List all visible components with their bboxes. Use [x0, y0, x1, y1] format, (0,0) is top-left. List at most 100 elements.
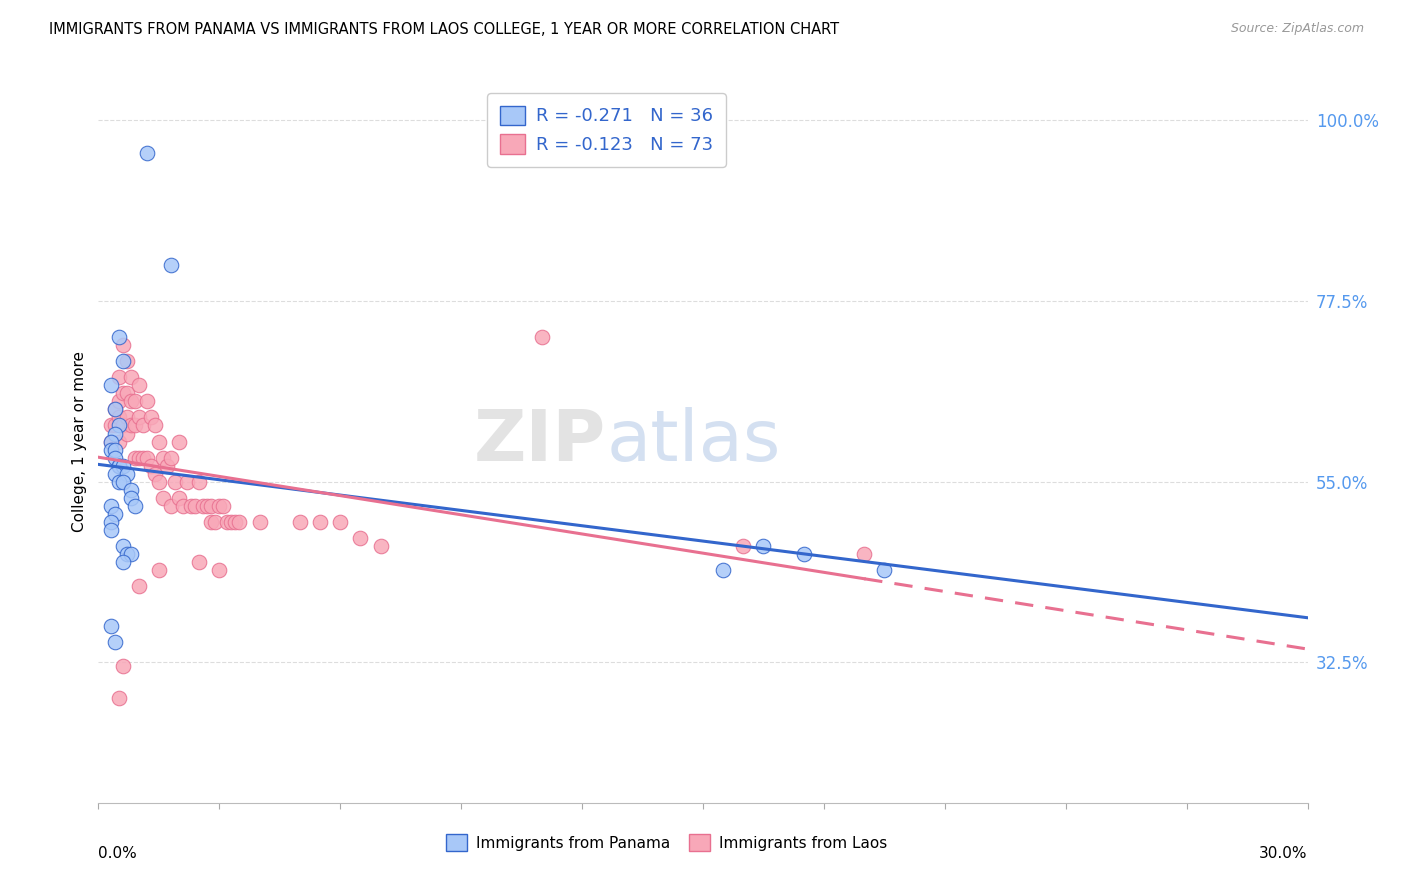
Point: [107, 370, 129, 384]
Point: [152, 450, 174, 465]
Point: [124, 418, 146, 433]
Point: [115, 410, 138, 425]
Point: [107, 691, 129, 706]
Text: Source: ZipAtlas.com: Source: ZipAtlas.com: [1230, 22, 1364, 36]
Text: 0.0%: 0.0%: [98, 847, 138, 861]
Point: [167, 434, 190, 449]
Point: [148, 434, 170, 449]
Point: [143, 467, 166, 481]
Point: [115, 386, 138, 401]
Point: [111, 418, 134, 433]
Point: [120, 418, 142, 433]
Point: [115, 354, 138, 368]
Point: [103, 402, 125, 417]
Point: [111, 338, 134, 352]
Point: [200, 515, 222, 529]
Point: [107, 434, 129, 449]
Point: [208, 499, 231, 513]
Point: [221, 515, 243, 529]
Point: [139, 410, 162, 425]
Point: [103, 467, 125, 481]
Point: [167, 491, 190, 505]
Point: [156, 458, 179, 473]
Point: [193, 499, 215, 513]
Point: [120, 394, 142, 409]
Point: [103, 507, 125, 521]
Point: [217, 515, 239, 529]
Point: [200, 499, 222, 513]
Point: [184, 499, 207, 513]
Point: [135, 145, 157, 160]
Point: [132, 450, 155, 465]
Point: [124, 394, 146, 409]
Point: [160, 450, 183, 465]
Point: [139, 458, 162, 473]
Point: [111, 354, 134, 368]
Point: [100, 434, 122, 449]
Point: [103, 635, 125, 649]
Point: [208, 563, 231, 577]
Point: [107, 418, 129, 433]
Point: [143, 418, 166, 433]
Point: [111, 458, 134, 473]
Point: [128, 410, 150, 425]
Point: [100, 418, 122, 433]
Point: [100, 434, 122, 449]
Point: [370, 539, 392, 553]
Point: [111, 475, 134, 489]
Point: [163, 475, 186, 489]
Point: [107, 410, 129, 425]
Point: [115, 547, 138, 561]
Point: [115, 467, 138, 481]
Point: [103, 442, 125, 457]
Point: [111, 539, 134, 553]
Point: [711, 563, 734, 577]
Point: [107, 475, 129, 489]
Point: [100, 442, 122, 457]
Point: [188, 475, 211, 489]
Point: [100, 515, 122, 529]
Point: [124, 450, 146, 465]
Point: [152, 491, 174, 505]
Point: [120, 547, 142, 561]
Point: [100, 619, 122, 633]
Point: [148, 475, 170, 489]
Point: [212, 499, 235, 513]
Point: [176, 475, 198, 489]
Point: [188, 555, 211, 569]
Point: [107, 458, 129, 473]
Point: [128, 450, 150, 465]
Point: [115, 426, 138, 441]
Point: [249, 515, 271, 529]
Point: [195, 499, 218, 513]
Point: [120, 370, 142, 384]
Point: [120, 491, 142, 505]
Point: [180, 499, 202, 513]
Point: [793, 547, 815, 561]
Point: [288, 515, 311, 529]
Point: [733, 539, 755, 553]
Point: [107, 330, 129, 344]
Point: [148, 563, 170, 577]
Point: [100, 499, 122, 513]
Point: [135, 394, 157, 409]
Point: [160, 499, 183, 513]
Point: [349, 531, 371, 545]
Text: 30.0%: 30.0%: [1260, 847, 1308, 861]
Point: [172, 499, 194, 513]
Point: [100, 378, 122, 392]
Point: [873, 563, 896, 577]
Point: [128, 579, 150, 593]
Text: ZIP: ZIP: [474, 407, 606, 476]
Point: [228, 515, 250, 529]
Point: [103, 426, 125, 441]
Point: [103, 418, 125, 433]
Point: [853, 547, 876, 561]
Point: [132, 418, 155, 433]
Point: [107, 458, 129, 473]
Legend: Immigrants from Panama, Immigrants from Laos: Immigrants from Panama, Immigrants from …: [437, 825, 897, 860]
Point: [204, 515, 226, 529]
Point: [128, 378, 150, 392]
Point: [107, 394, 129, 409]
Point: [111, 659, 134, 673]
